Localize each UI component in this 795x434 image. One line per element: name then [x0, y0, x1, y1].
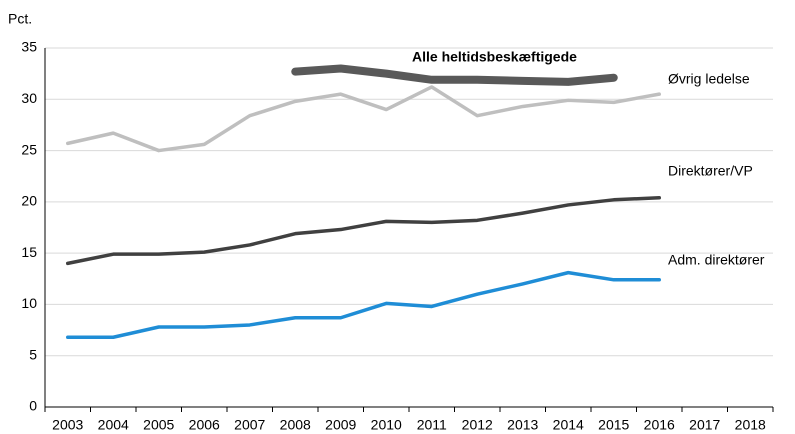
y-axis-label: Pct. [8, 11, 32, 27]
series-label: Alle heltidsbeskæftigede [412, 49, 577, 65]
series-label: Adm. direktører [668, 252, 765, 268]
series-label: Direktører/VP [668, 163, 753, 179]
x-tick-label: 2012 [462, 417, 493, 433]
y-tick-label: 0 [29, 398, 37, 414]
line-series [66, 196, 661, 266]
y-tick-label: 15 [21, 244, 37, 260]
x-tick-label: 2015 [598, 417, 629, 433]
x-tick-label: 2009 [325, 417, 356, 433]
line-series [66, 85, 661, 153]
y-tick-label: 30 [21, 90, 37, 106]
x-tick-label: 2010 [371, 417, 402, 433]
y-tick-label: 5 [29, 346, 37, 362]
x-tick-label: 2011 [417, 417, 447, 433]
x-tick-label: 2017 [689, 417, 720, 433]
x-tick-label: 2014 [553, 417, 584, 433]
x-tick-label: 2016 [644, 417, 675, 433]
x-tick-label: 2007 [234, 417, 265, 433]
x-tick-label: 2003 [52, 417, 83, 433]
x-tick-label: 2008 [280, 417, 311, 433]
x-tick-label: 2006 [189, 417, 220, 433]
y-tick-label: 25 [21, 141, 37, 157]
x-tick-label: 2005 [143, 417, 174, 433]
line-series [66, 270, 661, 340]
y-tick-label: 10 [21, 295, 37, 311]
y-tick-label: 20 [21, 193, 37, 209]
x-tick-label: 2018 [735, 417, 766, 433]
x-tick-label: 2004 [98, 417, 129, 433]
y-tick-label: 35 [21, 39, 37, 55]
x-tick-label: 2013 [507, 417, 538, 433]
series-label: Øvrig ledelse [668, 71, 750, 87]
line-series [291, 64, 618, 86]
